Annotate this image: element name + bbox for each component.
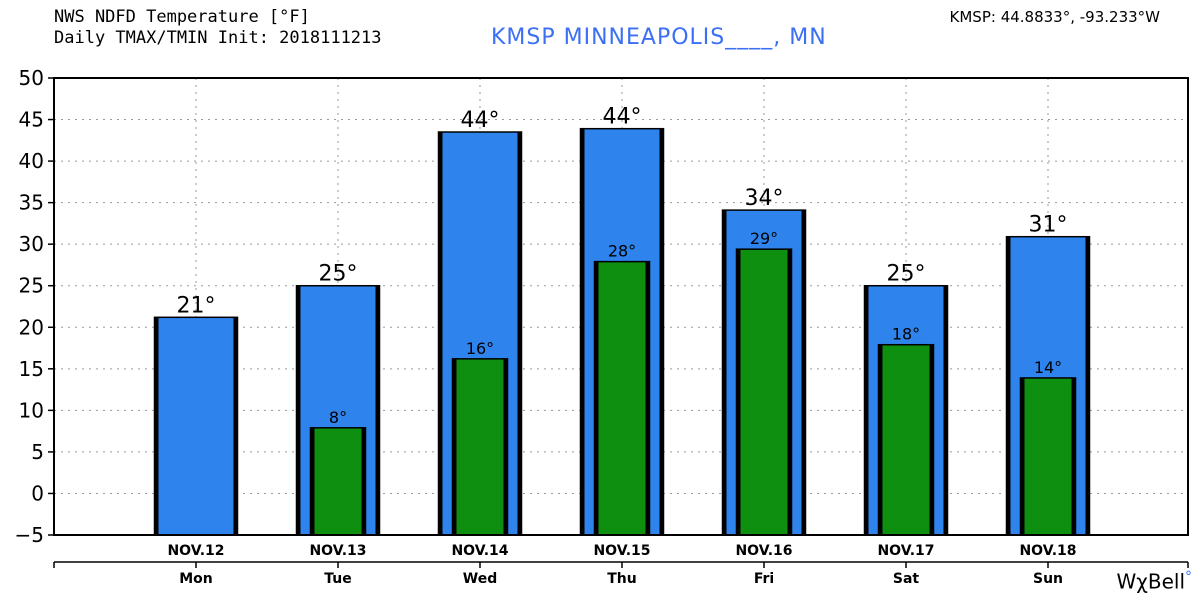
y-tick-label: 0 [31, 481, 44, 505]
weekday-label: Mon [179, 571, 213, 587]
tmin-label: 8° [329, 408, 347, 427]
date-label: NOV.17 [877, 543, 934, 559]
wxbell-logo: WχBell° [1117, 569, 1192, 594]
logo-text: WχBell [1116, 570, 1185, 594]
weekday-label: Sat [893, 571, 920, 587]
weekday-label: Sun [1033, 571, 1063, 587]
date-label: NOV.13 [309, 543, 366, 559]
tmin-bar-edge [787, 249, 792, 535]
tmax-label: 25° [319, 262, 358, 287]
tmax-label: 31° [1029, 213, 1068, 238]
tmin-bar [593, 260, 651, 536]
tmin-label: 29° [750, 229, 778, 248]
station-coordinates: KMSP: 44.8833°, -93.233°W [949, 8, 1160, 26]
tmin-bar-edge [503, 358, 508, 535]
y-tick-label: 40 [19, 149, 44, 173]
date-label: NOV.16 [735, 543, 792, 559]
tmin-bar-edge [594, 261, 599, 535]
y-tick-label: 15 [19, 357, 44, 381]
tmax-bar-edge [864, 285, 869, 535]
tmin-label: 16° [466, 339, 494, 358]
weekday-label: Fri [754, 571, 774, 587]
tmax-bar-edge [375, 285, 380, 535]
y-tick-label: −5 [15, 523, 44, 547]
date-label: NOV.15 [593, 543, 650, 559]
tmin-bar [1019, 377, 1077, 536]
tmin-bar-edge [1071, 377, 1076, 535]
tmax-bar-edge [1006, 236, 1011, 535]
tmax-bar-edge [154, 317, 159, 535]
y-tick-label: 30 [19, 232, 44, 256]
tmin-bar [309, 427, 367, 536]
y-tick-label: 35 [19, 191, 44, 215]
chart-title-line1: NWS NDFD Temperature [°F] [54, 7, 310, 27]
logo-dot-icon: ° [1185, 569, 1192, 586]
tmax-bar-edge [801, 210, 806, 535]
tmin-label: 28° [608, 242, 636, 261]
tmax-bar-edge [233, 317, 238, 535]
tmin-bar [451, 358, 509, 536]
tmax-bar-edge [659, 128, 664, 535]
tmin-bar-edge [310, 427, 315, 535]
date-label: NOV.12 [167, 543, 224, 559]
tmax-bar-edge [1085, 236, 1090, 535]
tmax-label: 44° [603, 105, 642, 130]
tmin-label: 14° [1034, 358, 1062, 377]
y-tick-label: 25 [19, 274, 44, 298]
y-tick-label: 20 [19, 315, 44, 339]
tmax-bar-edge [943, 285, 948, 535]
y-tick-label: 50 [19, 66, 44, 90]
plot-frame [53, 77, 1189, 536]
tmin-bar [735, 248, 793, 536]
tmin-bar [877, 343, 935, 536]
y-tick-label: 45 [19, 108, 44, 132]
tmin-bar-edge [929, 344, 934, 535]
date-label: NOV.14 [451, 543, 508, 559]
weekday-label: Tue [324, 571, 351, 587]
tmax-bar-edge [296, 285, 301, 535]
tmax-bar [153, 316, 239, 536]
tmin-bar-edge [1020, 377, 1025, 535]
tmax-bar-edge [438, 132, 443, 535]
station-name: KMSP MINNEAPOLIS____, MN [491, 25, 827, 50]
tmin-bar-edge [878, 344, 883, 535]
date-label: NOV.18 [1019, 543, 1076, 559]
tmin-bar-edge [361, 427, 366, 535]
tmin-bar-edge [452, 358, 457, 535]
tmax-label: 21° [177, 293, 216, 318]
tmax-label: 25° [887, 262, 926, 287]
tmax-bar-edge [580, 128, 585, 535]
chart-title-line2: Daily TMAX/TMIN Init: 2018111213 [54, 28, 382, 48]
weekday-label: Thu [607, 571, 636, 587]
tmax-bar-edge [722, 210, 727, 535]
tmax-label: 44° [461, 108, 500, 133]
tmin-bar-edge [645, 261, 650, 535]
tmax-label: 34° [745, 186, 784, 211]
tmax-bar-edge [517, 132, 522, 535]
y-tick-label: 5 [31, 440, 44, 464]
tmin-bar-edge [736, 249, 741, 535]
weekday-label: Wed [463, 571, 497, 587]
tmin-label: 18° [892, 325, 920, 344]
y-tick-label: 10 [19, 398, 44, 422]
